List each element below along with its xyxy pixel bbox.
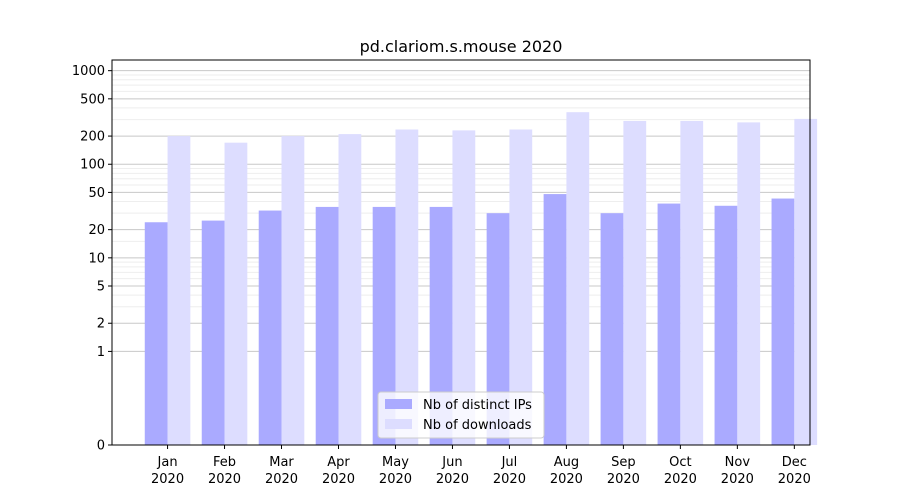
x-tick-label-month: Feb (213, 455, 236, 470)
x-tick-label-month: Jul (501, 455, 518, 470)
bar-distinct-ips (372, 206, 396, 445)
y-tick-label: 10 (88, 251, 105, 266)
x-tick-label-month: Aug (554, 455, 579, 470)
bar-downloads (224, 142, 248, 445)
x-axis: Jan 2020 Feb 2020 Mar 2020 Apr 2020 May 2020 Jun 20… (151, 445, 811, 487)
y-tick-label: 5 (97, 280, 105, 295)
x-tick-label-month: Sep (611, 455, 636, 470)
legend-label: Nb of downloads (423, 418, 532, 433)
bar-downloads (395, 129, 419, 445)
bar-distinct-ips (600, 213, 624, 445)
y-tick-label: 2 (97, 317, 105, 332)
bar-distinct-ips (429, 206, 453, 445)
x-tick-label-year: 2020 (208, 472, 241, 487)
y-tick-label: 100 (80, 158, 105, 173)
bar-downloads (737, 122, 761, 445)
bar-downloads (167, 136, 191, 446)
x-tick-label-month: Oct (669, 455, 691, 470)
bar-downloads (452, 130, 476, 446)
x-tick-label-year: 2020 (265, 472, 298, 487)
x-tick-label-month: Apr (327, 455, 350, 470)
bar-distinct-ips (486, 213, 510, 445)
x-tick-label-year: 2020 (778, 472, 811, 487)
bar-downloads (566, 112, 590, 445)
bar-distinct-ips (315, 206, 339, 445)
x-tick-label-month: Dec (782, 455, 807, 470)
y-tick-label: 200 (80, 130, 105, 145)
x-tick-label-year: 2020 (151, 472, 184, 487)
bar-distinct-ips (714, 205, 738, 445)
legend: Nb of distinct IPs Nb of downloads (377, 391, 545, 439)
bar-downloads (338, 134, 362, 446)
y-tick-label: 20 (88, 223, 105, 238)
bar-distinct-ips (543, 194, 567, 445)
x-tick-label-month: Mar (269, 455, 294, 470)
legend-swatch (385, 419, 412, 429)
x-tick-label-year: 2020 (493, 472, 526, 487)
legend-swatch (385, 399, 412, 409)
x-tick-label-year: 2020 (664, 472, 697, 487)
bar-distinct-ips (771, 198, 795, 445)
bar-distinct-ips (258, 210, 282, 445)
bar-distinct-ips (201, 220, 225, 445)
x-tick-label-year: 2020 (607, 472, 640, 487)
bars (144, 112, 818, 446)
bar-downloads (794, 118, 818, 445)
bar-distinct-ips (144, 222, 168, 445)
y-tick-label: 1 (97, 345, 105, 360)
legend-box (377, 391, 545, 439)
x-tick-label-month: Jun (441, 455, 462, 470)
x-tick-label-year: 2020 (721, 472, 754, 487)
y-tick-label: 1000 (72, 64, 105, 79)
bar-downloads (281, 136, 305, 446)
x-tick-label-year: 2020 (550, 472, 583, 487)
bar-downloads (623, 120, 647, 445)
x-tick-label-year: 2020 (436, 472, 469, 487)
x-tick-label-month: Jan (157, 455, 178, 470)
x-tick-label-year: 2020 (322, 472, 355, 487)
legend-label: Nb of distinct IPs (423, 398, 532, 413)
bar-downloads (509, 129, 533, 445)
bar-downloads (680, 120, 704, 445)
y-tick-label: 0 (97, 439, 105, 454)
plot-frame (111, 59, 811, 446)
x-tick-label-year: 2020 (379, 472, 412, 487)
bar-distinct-ips (657, 203, 681, 445)
y-tick-label: 50 (88, 186, 105, 201)
y-axis: 0 1 2 5 10 20 50 100 200 500 1000 (72, 64, 112, 454)
x-tick-label-month: May (382, 455, 409, 470)
y-tick-label: 500 (80, 92, 105, 107)
x-tick-label-month: Nov (725, 455, 751, 470)
chart-title: pd.clariom.s.mouse 2020 (360, 37, 563, 56)
